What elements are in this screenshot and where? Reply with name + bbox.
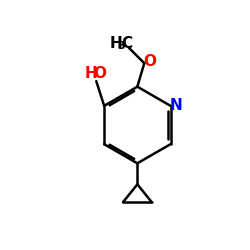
Text: O: O: [143, 54, 156, 70]
Text: N: N: [170, 98, 182, 113]
Text: C: C: [122, 36, 132, 51]
Text: H: H: [110, 36, 122, 51]
Text: 3: 3: [118, 41, 125, 51]
Text: O: O: [93, 66, 106, 81]
Text: H: H: [84, 66, 97, 81]
